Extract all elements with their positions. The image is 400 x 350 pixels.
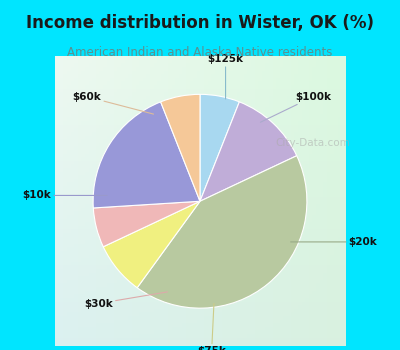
Text: $125k: $125k: [208, 54, 244, 99]
Text: $60k: $60k: [72, 92, 154, 114]
Wedge shape: [200, 94, 239, 201]
Text: $20k: $20k: [291, 237, 378, 247]
Wedge shape: [93, 201, 200, 247]
Text: $75k: $75k: [197, 303, 226, 350]
Wedge shape: [93, 102, 200, 208]
Text: $30k: $30k: [84, 292, 168, 308]
Wedge shape: [161, 94, 200, 201]
Text: Income distribution in Wister, OK (%): Income distribution in Wister, OK (%): [26, 14, 374, 32]
Wedge shape: [200, 102, 297, 201]
Text: City-Data.com: City-Data.com: [276, 138, 350, 148]
Text: $100k: $100k: [260, 92, 331, 122]
Text: American Indian and Alaska Native residents: American Indian and Alaska Native reside…: [67, 46, 333, 58]
Wedge shape: [137, 156, 307, 308]
Text: $10k: $10k: [22, 190, 107, 201]
Wedge shape: [103, 201, 200, 288]
